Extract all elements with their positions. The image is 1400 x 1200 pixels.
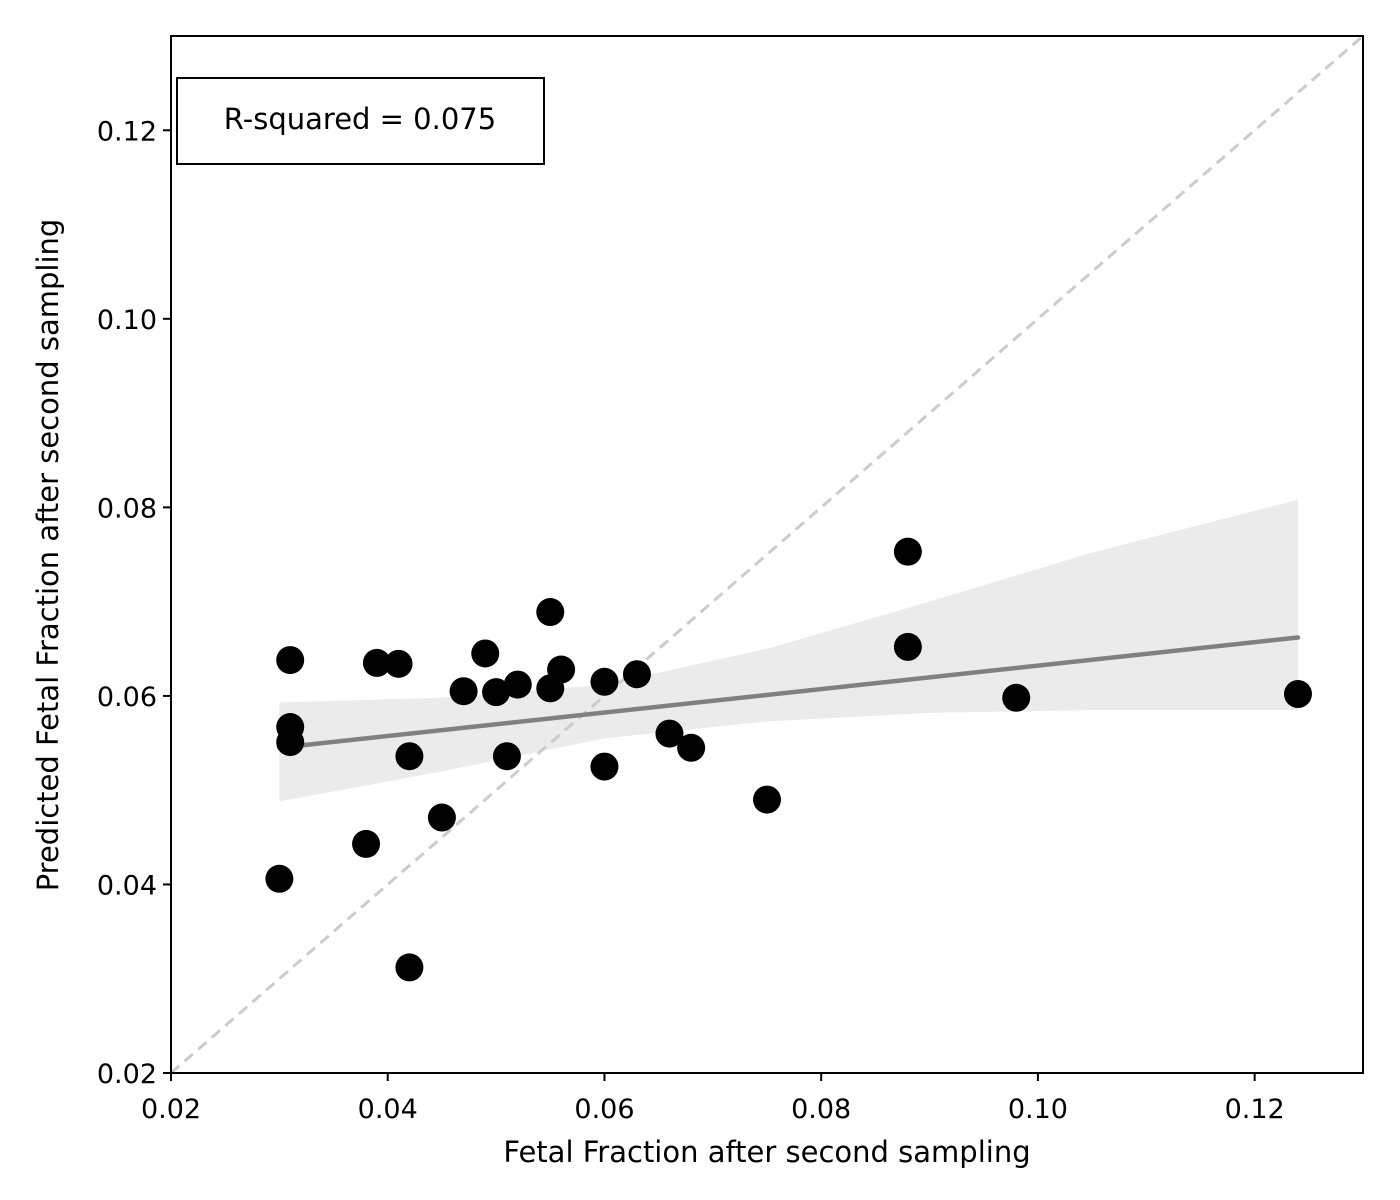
data-point-7 <box>384 649 413 678</box>
x-tick-label-5: 0.12 <box>1225 1094 1285 1125</box>
data-point-14 <box>492 742 521 771</box>
x-tick-label-4: 0.10 <box>1008 1094 1068 1125</box>
y-axis-label: Predicted Fetal Fraction after second sa… <box>31 219 65 892</box>
data-point-6 <box>362 648 391 677</box>
annotation-box <box>176 77 545 165</box>
data-point-24 <box>753 785 781 814</box>
data-point-9 <box>395 953 424 982</box>
data-point-23 <box>677 733 706 762</box>
data-point-8 <box>395 742 424 771</box>
x-tick-label-1: 0.04 <box>358 1094 418 1125</box>
identity-line <box>171 36 1363 1073</box>
plot-frame <box>170 35 1364 1074</box>
data-point-20 <box>590 752 619 781</box>
plot-content <box>171 36 1363 1073</box>
y-tick-label-2: 0.06 <box>97 682 157 713</box>
r-squared-annotation: R-squared = 0.075 <box>176 77 545 165</box>
y-tick-label-3: 0.08 <box>97 493 157 524</box>
plot-area <box>171 36 1363 1073</box>
y-tick-label-5: 0.12 <box>97 116 157 147</box>
axes: 0.02 0.04 0.06 0.08 0.10 0.12 0.02 0.04 0.06 0.08… <box>97 35 1364 1125</box>
data-point-2 <box>276 646 305 675</box>
y-tick-label-4: 0.10 <box>97 305 157 336</box>
data-point-10 <box>427 803 456 832</box>
y-tick-label-1: 0.04 <box>97 870 157 901</box>
data-point-4 <box>276 728 305 757</box>
data-point-1 <box>265 864 294 893</box>
regression-line <box>277 635 1301 751</box>
data-point-22 <box>655 719 684 748</box>
x-axis-label: Fetal Fraction after second sampling <box>503 1135 1030 1169</box>
x-tick-label-2: 0.06 <box>574 1094 634 1125</box>
data-point-25 <box>893 537 922 566</box>
annotation-text: R-squared = 0.075 <box>224 102 496 136</box>
data-point-12 <box>471 639 500 668</box>
confidence-band <box>279 499 1298 802</box>
x-tick-label-0: 0.02 <box>141 1094 201 1125</box>
data-point-18 <box>547 655 576 684</box>
data-point-21 <box>622 660 651 689</box>
data-point-27 <box>1002 683 1031 712</box>
y-tick-label-0: 0.02 <box>97 1059 157 1090</box>
data-point-15 <box>503 670 532 699</box>
data-point-26 <box>893 632 922 661</box>
data-point-28 <box>1283 680 1312 709</box>
data-point-19 <box>590 667 619 696</box>
data-point-11 <box>449 677 478 706</box>
x-tick-label-3: 0.08 <box>791 1094 851 1125</box>
data-point-5 <box>352 829 381 858</box>
data-point-16 <box>536 598 565 627</box>
data-point-13 <box>482 678 511 707</box>
